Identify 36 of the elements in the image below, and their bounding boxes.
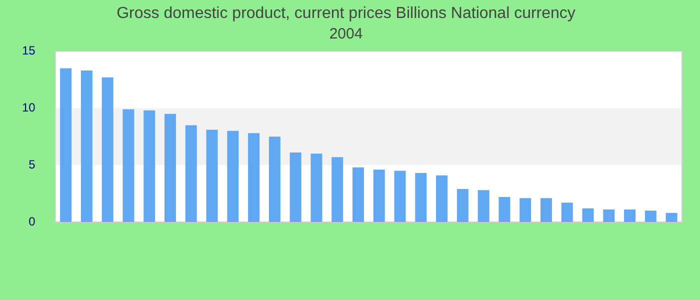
bar <box>122 109 134 222</box>
bar <box>332 157 344 222</box>
bar <box>415 173 427 222</box>
bar <box>248 133 260 222</box>
bar <box>666 212 678 222</box>
bar <box>644 210 656 222</box>
y-tick-label: 0 <box>28 214 36 228</box>
bar <box>624 209 636 222</box>
bar <box>290 152 302 222</box>
bar <box>561 202 573 222</box>
bar <box>603 209 615 222</box>
bar <box>582 208 594 222</box>
bar <box>394 170 406 222</box>
bar <box>80 70 92 222</box>
bar <box>206 130 218 222</box>
bar <box>268 136 280 222</box>
bar <box>310 154 322 222</box>
bar <box>102 77 114 222</box>
bar <box>352 167 364 222</box>
bar <box>373 170 385 222</box>
bar <box>60 68 72 222</box>
bar <box>436 175 448 222</box>
chart-subtitle: 2004 <box>329 25 363 42</box>
y-tick-label: 15 <box>22 44 36 58</box>
y-tick-label: 10 <box>22 100 36 114</box>
bar <box>227 130 239 222</box>
bar <box>456 188 468 222</box>
chart-title: Gross domestic product, current prices Billions National currency <box>116 5 576 22</box>
bar <box>540 198 552 222</box>
bar <box>144 110 156 222</box>
bar <box>478 190 490 222</box>
bar <box>520 198 532 222</box>
bar <box>498 196 510 222</box>
bar <box>164 114 176 222</box>
bar <box>185 125 197 222</box>
y-tick-label: 5 <box>28 157 36 172</box>
